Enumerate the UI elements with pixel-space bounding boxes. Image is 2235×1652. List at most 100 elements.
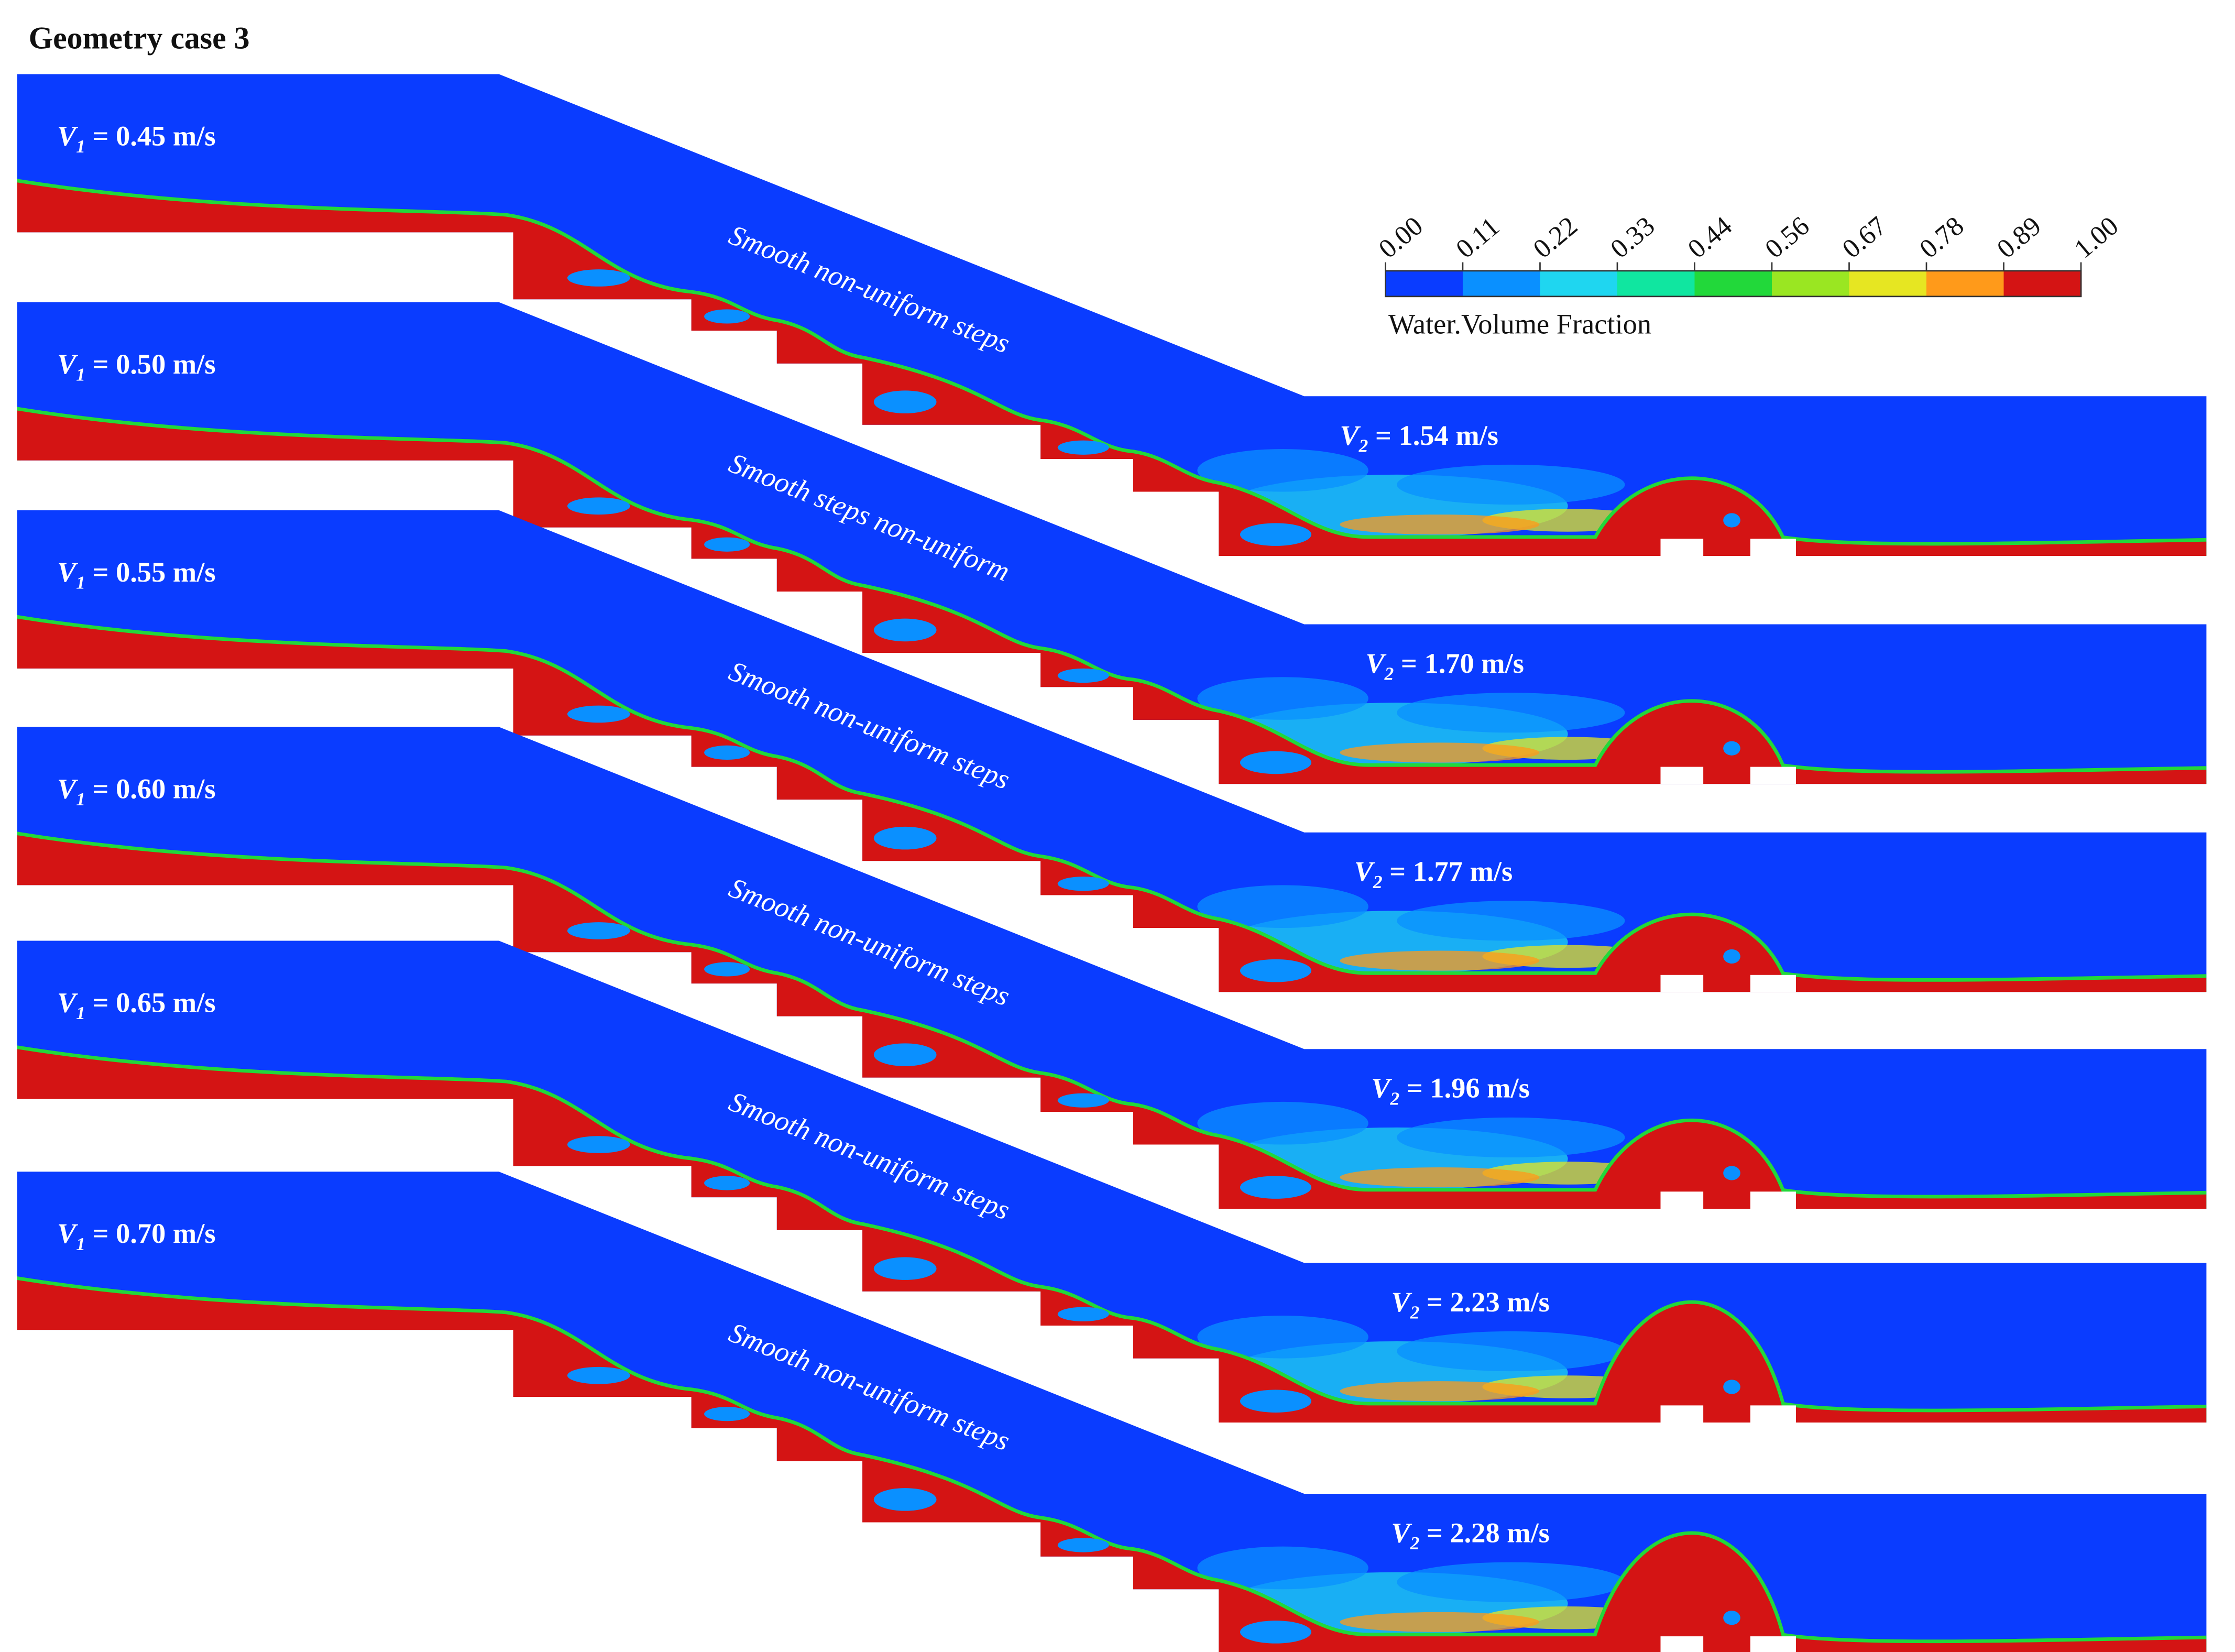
step-vortex <box>1057 440 1109 455</box>
step-vortex <box>873 390 937 413</box>
colorbar-segment <box>1385 270 1464 297</box>
step-vortex <box>1723 741 1740 756</box>
step-vortex <box>1057 1538 1109 1552</box>
colorbar-segment <box>1462 270 1541 297</box>
mixing-zone <box>1340 1612 1540 1632</box>
mixing-zone <box>1340 1381 1540 1402</box>
velocity-label: V2 = 2.23 m/s <box>1391 1286 1550 1323</box>
mixing-zone <box>1197 1101 1368 1145</box>
step-vortex <box>704 1176 750 1190</box>
step-vortex <box>704 1407 750 1421</box>
step-vortex <box>1723 1166 1740 1180</box>
colorbar-tick-label: 1.00 <box>2069 211 2124 265</box>
colorbar-tick-label: 0.67 <box>1837 211 1892 265</box>
baffle-gap <box>1750 1405 1796 1423</box>
step-vortex <box>873 1043 937 1066</box>
baffle-gap <box>1660 767 1704 784</box>
baffle-gap <box>1750 1191 1796 1209</box>
velocity-label: V1 = 0.45 m/s <box>57 120 216 157</box>
colorbar-tick-label: 0.22 <box>1528 211 1583 265</box>
colorbar-segment <box>1617 270 1695 297</box>
step-vortex <box>567 1136 630 1153</box>
step-vortex <box>1240 1621 1311 1644</box>
velocity-label: V2 = 1.70 m/s <box>1365 648 1524 684</box>
colorbar-tick-label: 0.11 <box>1450 212 1505 265</box>
velocity-label: V1 = 0.60 m/s <box>57 773 216 809</box>
colorbar-segment <box>1540 270 1618 297</box>
air-region <box>17 940 2207 1423</box>
mixing-zone <box>1197 448 1368 492</box>
step-vortex <box>1240 959 1311 982</box>
step-vortex <box>873 826 937 850</box>
mixing-zone <box>1340 742 1540 763</box>
step-vortex <box>704 745 750 760</box>
mixing-zone <box>1397 1562 1625 1602</box>
mixing-zone <box>1397 901 1625 941</box>
step-vortex <box>1723 1611 1740 1625</box>
step-vortex <box>873 1488 937 1511</box>
step-vortex <box>567 497 630 515</box>
mixing-zone <box>1340 1167 1540 1188</box>
step-vortex <box>1240 751 1311 774</box>
velocity-label: V1 = 0.50 m/s <box>57 348 216 385</box>
baffle-gap <box>1750 539 1796 556</box>
velocity-label: V1 = 0.55 m/s <box>57 556 216 593</box>
step-vortex <box>1723 949 1740 964</box>
mixing-zone <box>1197 1546 1368 1590</box>
colorbar-tick-label: 0.56 <box>1760 211 1815 265</box>
colorbar-label: Water.Volume Fraction <box>1388 309 1651 340</box>
step-vortex <box>567 705 630 723</box>
baffle-gap <box>1750 767 1796 784</box>
mixing-zone <box>1397 1117 1625 1158</box>
baffle-gap <box>1750 975 1796 992</box>
figure-title: Geometry case 3 <box>29 20 250 55</box>
baffle-gap <box>1660 1191 1704 1209</box>
step-vortex <box>704 962 750 977</box>
step-vortex <box>1240 523 1311 546</box>
step-vortex <box>873 618 937 642</box>
baffle-gap <box>1660 539 1704 556</box>
step-vortex <box>567 269 630 287</box>
velocity-label: V2 = 1.96 m/s <box>1371 1073 1530 1109</box>
baffle-gap <box>1660 975 1704 992</box>
baffle-gap <box>1660 1405 1704 1423</box>
step-vortex <box>1057 668 1109 683</box>
step-vortex <box>1240 1390 1311 1413</box>
air-region <box>17 302 2207 784</box>
mixing-zone <box>1340 950 1540 971</box>
step-vortex <box>1057 877 1109 891</box>
colorbar-segment <box>1771 270 1850 297</box>
velocity-label: V2 = 2.28 m/s <box>1391 1517 1550 1554</box>
step-vortex <box>1240 1176 1311 1199</box>
step-vortex <box>1723 513 1740 528</box>
step-vortex <box>1057 1093 1109 1108</box>
air-region <box>17 74 2207 556</box>
baffle-gap <box>1750 1636 1796 1652</box>
colorbar-tick-label: 0.00 <box>1373 211 1429 265</box>
velocity-label: V1 = 0.70 m/s <box>57 1218 216 1254</box>
step-vortex <box>704 309 750 324</box>
step-vortex <box>704 537 750 552</box>
colorbar-segment <box>1694 270 1773 297</box>
colorbar-tick-label: 0.78 <box>1914 211 1970 265</box>
air-region <box>17 727 2207 1209</box>
velocity-label: V2 = 1.54 m/s <box>1340 420 1498 456</box>
colorbar-tick-label: 0.44 <box>1682 211 1738 264</box>
colorbar-segment <box>1926 270 2004 297</box>
step-vortex <box>567 922 630 939</box>
velocity-label: V2 = 1.77 m/s <box>1354 856 1513 892</box>
air-region <box>17 510 2207 992</box>
colorbar-segment <box>2003 270 2082 297</box>
baffle-gap <box>1660 1636 1704 1652</box>
colorbar-segment <box>1849 270 1927 297</box>
colorbar-tick-label: 0.33 <box>1605 211 1660 265</box>
mixing-zone <box>1197 677 1368 720</box>
step-vortex <box>567 1366 630 1384</box>
step-vortex <box>1723 1380 1740 1394</box>
colorbar-tick-label: 0.89 <box>1991 211 2047 265</box>
velocity-label: V1 = 0.65 m/s <box>57 987 216 1024</box>
air-region <box>17 1172 2207 1652</box>
mixing-zone <box>1397 464 1625 505</box>
step-vortex <box>873 1257 937 1280</box>
